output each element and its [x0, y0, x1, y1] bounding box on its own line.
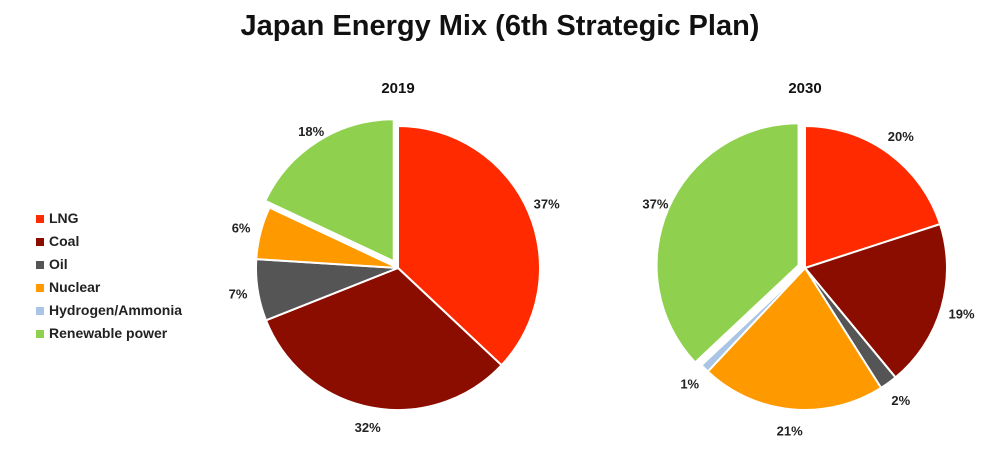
pie-slice-2019-nuclear: [255, 206, 399, 269]
data-label-2019-coal: 32%: [355, 420, 381, 435]
legend-label-coal: Coal: [49, 233, 80, 249]
legend-swatch-oil: [36, 260, 44, 269]
data-label-2030-lng: 20%: [888, 129, 914, 144]
legend-swatch-nuclear: [36, 283, 44, 292]
pie-slice-2030-renewable-power: [655, 122, 800, 364]
legend-swatch-coal: [36, 237, 44, 246]
legend-item-renewable-power: Renewable power: [36, 322, 182, 345]
pie-slice-2030-nuclear: [706, 266, 883, 411]
legend-item-oil: Oil: [36, 253, 182, 276]
legend-swatch-renewable-power: [36, 329, 44, 338]
data-label-2030-renewable-power: 37%: [642, 196, 668, 211]
pie-2019: 2019 37% 32% 7% 6% 18%: [229, 80, 561, 435]
data-label-2030-nuclear: 21%: [777, 423, 803, 438]
data-label-2030-hydrogen-ammonia: 1%: [680, 376, 699, 391]
pie-slice-2019-renewable-power: [263, 118, 395, 263]
data-label-2019-lng: 37%: [534, 197, 560, 212]
pie-slice-2019-lng: [397, 124, 541, 367]
legend-swatch-lng: [36, 214, 44, 223]
data-label-2019-oil: 7%: [229, 286, 248, 301]
chart-title: Japan Energy Mix (6th Strategic Plan): [240, 10, 760, 42]
legend-item-lng: LNG: [36, 207, 182, 230]
pie-title-2019: 2019: [381, 80, 414, 97]
pie-slice-2019-coal: [264, 266, 503, 411]
legend-label-oil: Oil: [49, 256, 68, 272]
legend-item-nuclear: Nuclear: [36, 276, 182, 299]
data-label-2030-coal: 19%: [949, 306, 975, 321]
legend-item-coal: Coal: [36, 230, 182, 253]
legend-swatch-hydrogen-ammonia: [36, 306, 44, 315]
pie-2030: 2030 20% 19% 2% 21% 1% 37%: [642, 80, 975, 438]
pie-slice-2030-hydrogen-ammonia: [700, 267, 806, 373]
data-label-2019-nuclear: 6%: [232, 221, 251, 236]
data-label-2030-oil: 2%: [891, 393, 910, 408]
legend-label-lng: LNG: [49, 210, 79, 226]
data-label-2019-renewable-power: 18%: [298, 124, 324, 139]
pie-title-2030: 2030: [788, 80, 821, 97]
legend-label-nuclear: Nuclear: [49, 279, 101, 295]
legend-item-hydrogen-ammonia: Hydrogen/Ammonia: [36, 299, 182, 322]
legend-label-renewable-power: Renewable power: [49, 325, 168, 341]
pie-slice-2030-coal: [803, 222, 948, 379]
legend: LNG Coal Oil Nuclear Hydrogen/Ammonia Re…: [36, 207, 182, 345]
legend-label-hydrogen-ammonia: Hydrogen/Ammonia: [49, 302, 183, 318]
pie-slice-2030-lng: [804, 124, 942, 270]
